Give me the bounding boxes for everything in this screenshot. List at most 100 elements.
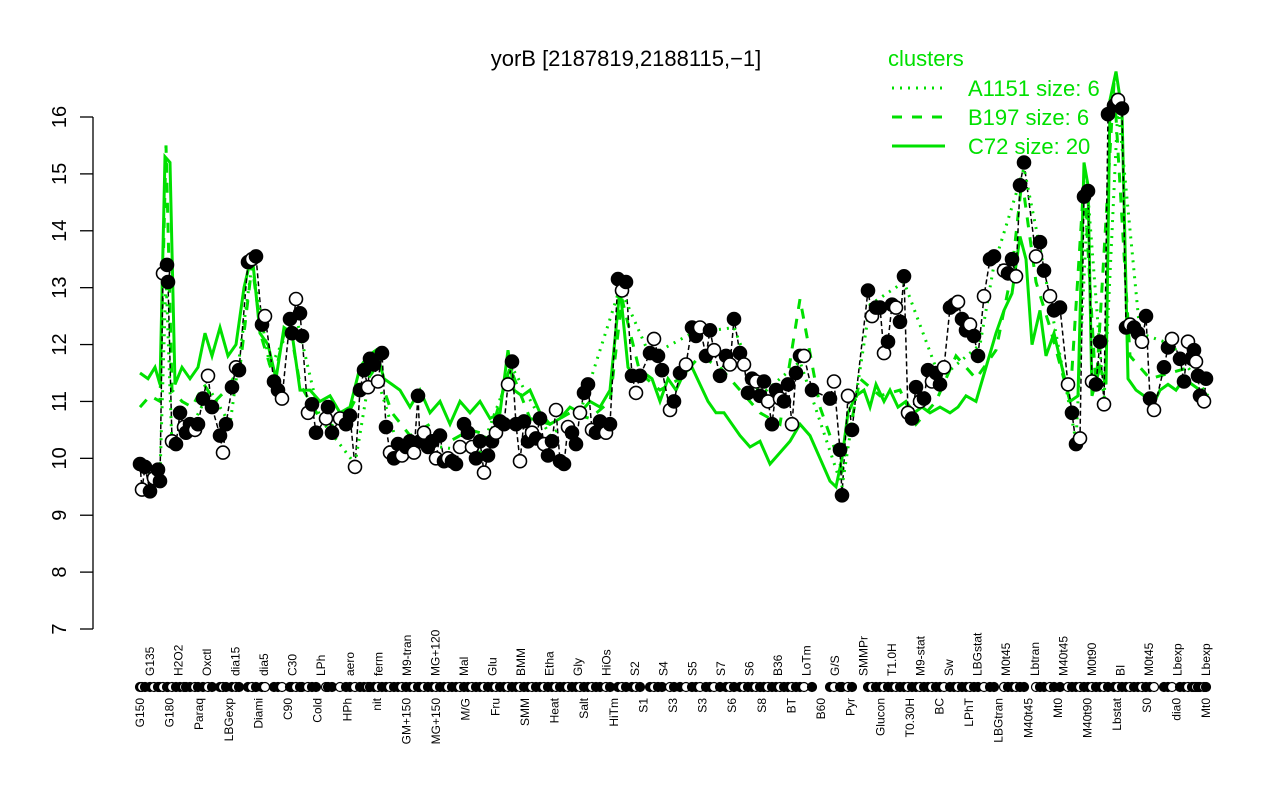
rug-point	[1200, 681, 1212, 693]
data-point	[572, 405, 588, 421]
x-tick-label-top: S5	[685, 661, 699, 676]
data-point	[1072, 431, 1088, 446]
data-point	[602, 416, 618, 432]
x-tick-label-top: Sw	[942, 659, 956, 676]
data-point	[168, 436, 184, 452]
x-tick-label-bottom: T0.30H	[903, 698, 917, 737]
data-point	[834, 487, 850, 503]
data-point	[888, 300, 904, 315]
data-point	[832, 442, 848, 458]
x-tick-label-top: M0t45	[1142, 642, 1156, 676]
x-tick-label-bottom: B60	[814, 698, 828, 720]
data-point	[378, 419, 394, 435]
data-point	[304, 396, 320, 412]
data-point	[159, 257, 175, 273]
data-point	[950, 294, 966, 310]
data-point	[756, 374, 772, 389]
x-tick-label-top: M0t45	[999, 642, 1013, 676]
data-point	[472, 433, 488, 449]
x-tick-label-bottom: BC	[933, 698, 947, 715]
x-tick-label-top: T1.0H	[885, 643, 899, 676]
x-tick-label-top: HiOs	[600, 649, 614, 676]
data-point	[880, 334, 896, 350]
data-point	[706, 342, 722, 358]
x-tick-label-top: Gly	[571, 658, 585, 676]
legend-entry-label: A1151 size: 6	[968, 76, 1100, 101]
data-point	[406, 445, 422, 460]
rug-point	[310, 681, 322, 693]
x-tick-label-bottom: GM+150	[400, 698, 414, 745]
data-point	[1096, 396, 1112, 412]
data-point	[1016, 155, 1032, 170]
data-point	[780, 377, 796, 392]
x-tick-label-bottom: S8	[755, 698, 769, 713]
data-point	[872, 300, 888, 315]
data-point	[1114, 101, 1130, 116]
x-tick-label-bottom: Cold	[311, 698, 325, 723]
data-point	[1164, 331, 1180, 347]
data-point	[736, 357, 752, 372]
x-tick-label-top: Etha	[543, 651, 557, 676]
data-point	[342, 408, 358, 424]
data-point	[308, 425, 324, 441]
x-tick-label-bottom: Lbstat	[1110, 697, 1124, 730]
data-point	[512, 453, 528, 469]
x-tick-label-bottom: BT	[784, 697, 798, 713]
rug-point	[1148, 681, 1160, 693]
x-tick-label-top: BMM	[514, 648, 528, 676]
data-point	[370, 374, 386, 389]
x-tick-label-top: M40t45	[1056, 636, 1070, 676]
data-point	[504, 354, 520, 369]
data-point	[347, 459, 363, 475]
data-point	[1172, 351, 1188, 367]
data-point	[320, 399, 336, 415]
data-point	[628, 385, 644, 401]
data-point	[892, 314, 908, 330]
data-point	[1004, 251, 1020, 267]
data-point	[468, 450, 484, 466]
x-tick-label-bottom: M40t90	[1081, 698, 1095, 738]
data-point	[1138, 308, 1154, 324]
x-tick-label-top: C30	[286, 654, 300, 676]
data-point	[224, 379, 240, 395]
data-point	[966, 328, 982, 344]
x-tick-label-top: LoTm	[799, 645, 813, 676]
data-point	[650, 348, 666, 364]
y-tick-label: 13	[49, 277, 71, 299]
x-tick-label-bottom: Diami	[251, 698, 265, 729]
x-tick-label-bottom: S3	[666, 698, 680, 713]
data-point	[654, 362, 670, 378]
x-tick-label-top: SMMPr	[857, 636, 871, 676]
data-point	[231, 362, 247, 378]
rug-point	[259, 681, 271, 693]
x-tick-label-bottom: Mt0	[1051, 698, 1065, 718]
data-point	[1134, 334, 1150, 350]
x-tick-label-top: ferm	[371, 652, 385, 676]
data-point	[632, 368, 648, 384]
x-tick-label-bottom: Glucon	[873, 698, 887, 736]
data-point	[292, 305, 308, 321]
x-tick-label-bottom: S3	[696, 698, 710, 713]
data-point	[702, 322, 718, 338]
x-tick-label-bottom: dia0	[1169, 698, 1183, 721]
x-tick-label-top: Lbexp	[1199, 643, 1213, 676]
x-tick-label-top: Oxctl	[200, 649, 214, 676]
data-point	[936, 359, 952, 375]
x-tick-label-bottom: LBGexp	[222, 698, 236, 742]
x-tick-label-top: G135	[143, 646, 157, 676]
x-tick-label-bottom: Heat	[548, 697, 562, 723]
data-point	[986, 249, 1002, 264]
data-point	[432, 428, 448, 443]
data-point	[1060, 377, 1076, 392]
x-tick-label-top: Lbtran	[1028, 642, 1042, 676]
data-point	[1052, 300, 1068, 315]
data-point	[142, 483, 158, 499]
x-tick-label-bottom: C90	[281, 698, 295, 720]
data-point	[932, 377, 948, 392]
x-tick-label-top: dia15	[229, 646, 243, 676]
data-point	[215, 445, 231, 460]
data-point	[788, 365, 804, 381]
x-tick-label-top: S4	[657, 661, 671, 676]
x-tick-label-bottom: Fru	[488, 698, 502, 716]
